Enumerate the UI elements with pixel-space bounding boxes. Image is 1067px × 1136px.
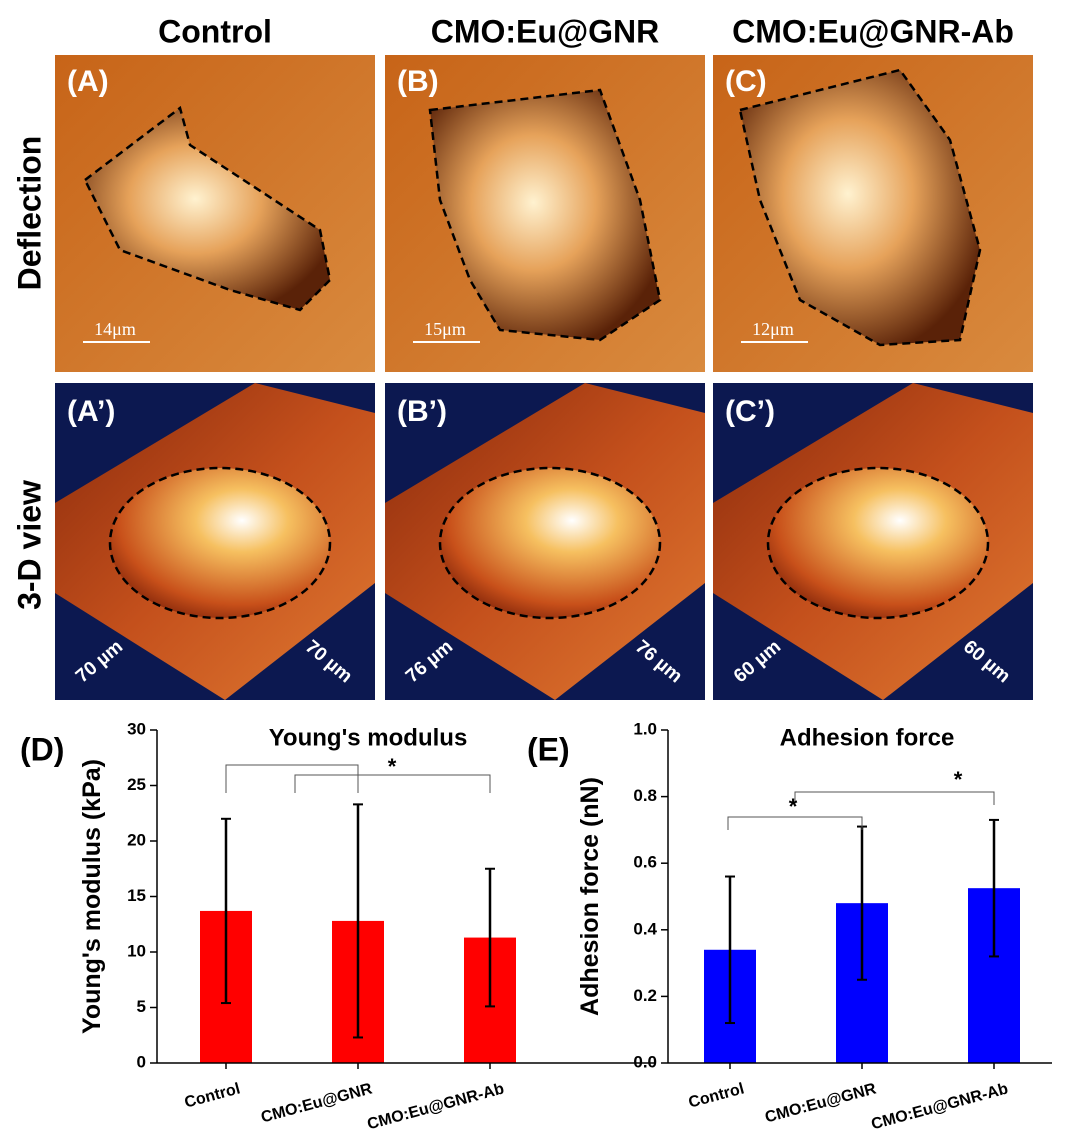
panel-label: (E) [527, 731, 570, 767]
x-tick-label: CMO:Eu@GNR-Ab [870, 1080, 1011, 1131]
cell-mound [110, 468, 330, 618]
x-tick-label: Control [687, 1080, 746, 1111]
row-header: Deflection [11, 136, 47, 291]
column-header: Control [158, 13, 272, 49]
significance-bracket [795, 792, 994, 805]
scale-label: 15μm [424, 319, 466, 339]
y-tick-label: 15 [127, 886, 146, 905]
row-header: 3-D view [11, 480, 47, 610]
chart-title: Young's modulus [269, 724, 468, 751]
y-axis-label: Adhesion force (nN) [576, 777, 604, 1016]
cell-mound [440, 468, 660, 618]
y-tick-label: 0.8 [633, 786, 657, 805]
y-tick-label: 0.0 [633, 1052, 657, 1071]
y-tick-label: 1.0 [633, 719, 657, 738]
significance-bracket [226, 765, 358, 793]
image-panels: Control CMO:Eu@GNR CMO:Eu@GNR-Ab Deflection… [11, 13, 1033, 700]
cell-mound [768, 468, 988, 618]
significance-star: * [388, 754, 397, 779]
panel-label: (A) [67, 65, 109, 98]
panel-label: (D) [20, 731, 64, 767]
bar-chart: (D) Young's modulus Young's modulus (kPa) 0… [20, 719, 655, 1131]
y-tick-label: 30 [127, 719, 146, 738]
panel-label: (B) [397, 65, 439, 98]
bar-chart: (E) Adhesion force Adhesion force (nN) 0.0 0… [527, 719, 1052, 1131]
y-tick-label: 0.2 [633, 986, 657, 1005]
y-tick-label: 0.4 [633, 919, 657, 938]
scale-label: 12μm [752, 319, 794, 339]
significance-star: * [789, 794, 798, 819]
y-tick-label: 20 [127, 830, 146, 849]
x-tick-label: CMO:Eu@GNR-Ab [366, 1080, 507, 1131]
panel-label: (C’) [725, 395, 775, 428]
column-header: CMO:Eu@GNR [431, 13, 660, 49]
y-axis-label: Young's modulus (kPa) [78, 759, 106, 1034]
y-tick-label: 5 [137, 997, 146, 1016]
scale-label: 14μm [94, 319, 136, 339]
y-tick-label: 25 [127, 775, 146, 794]
significance-star: * [954, 767, 963, 792]
panel-label: (C) [725, 65, 767, 98]
x-tick-label: Control [183, 1080, 242, 1111]
x-tick-label: CMO:Eu@GNR [763, 1080, 878, 1126]
significance-bracket [728, 817, 862, 830]
chart-title: Adhesion force [780, 724, 955, 751]
y-tick-label: 10 [127, 941, 146, 960]
panel-label: (B’) [397, 395, 447, 428]
figure: ControlCMO:Eu@GNRCMO:Eu@GNR-AbDeflection… [0, 0, 1067, 1131]
y-tick-label: 0.6 [633, 853, 657, 872]
panel-label: (A’) [67, 395, 115, 428]
charts: (D) Young's modulus Young's modulus (kPa) 0… [20, 719, 1052, 1131]
x-tick-label: CMO:Eu@GNR [259, 1080, 374, 1126]
column-header: CMO:Eu@GNR-Ab [732, 13, 1014, 49]
y-tick-label: 0 [137, 1052, 146, 1071]
